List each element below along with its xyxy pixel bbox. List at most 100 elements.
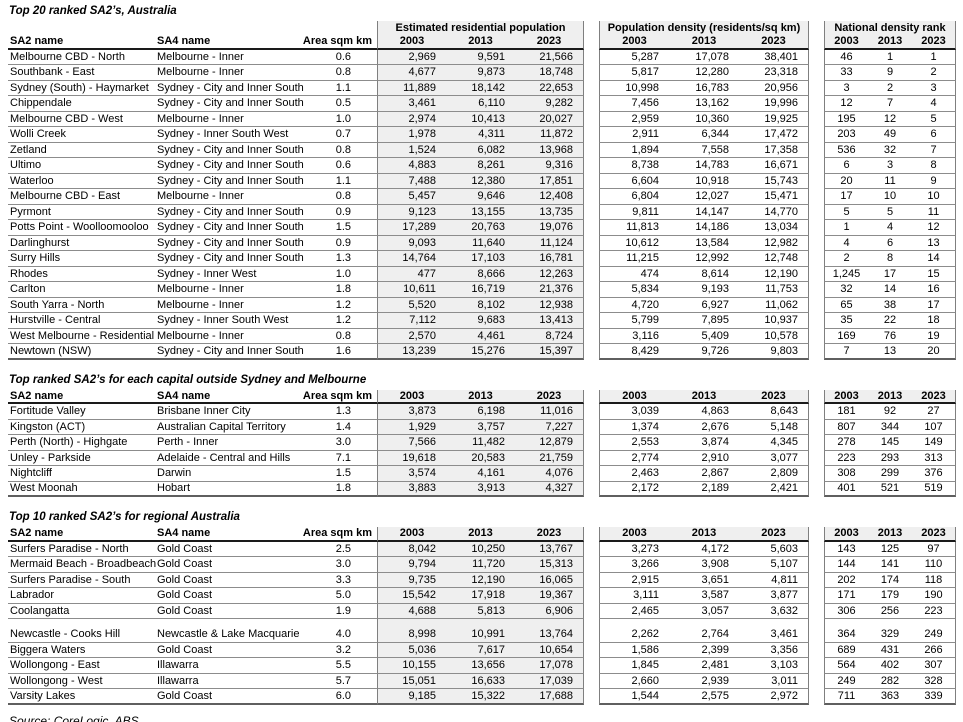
col-header-year-2003: 2003 bbox=[599, 35, 669, 50]
cell-population-2003: 17,289 bbox=[377, 220, 446, 236]
col-header-area: Area sqm km bbox=[303, 390, 377, 404]
cell-density-2023: 3,356 bbox=[739, 642, 809, 658]
cell-sa2-name: Wollongong - East bbox=[8, 658, 155, 674]
cell-rank-2013: 11 bbox=[868, 174, 912, 189]
cell-rank-2003: 169 bbox=[824, 328, 868, 344]
table-row: Coolangatta Gold Coast 1.9 4,688 5,813 6,906 2… bbox=[8, 603, 956, 619]
cell-sa4-name: Perth - Inner bbox=[155, 435, 305, 451]
spacer bbox=[8, 619, 377, 627]
cell-population-2013: 10,250 bbox=[446, 541, 515, 557]
cell-rank-2003: 202 bbox=[824, 572, 868, 588]
col-header-year-2023: 2023 bbox=[912, 527, 956, 542]
table-row: Surfers Paradise - South Gold Coast 3.3 9,7… bbox=[8, 572, 956, 588]
cell-density-2023: 5,603 bbox=[739, 541, 809, 557]
col-header-year-2023: 2023 bbox=[515, 389, 584, 404]
cell-density-2023: 3,011 bbox=[739, 673, 809, 689]
cell-population-2003: 14,764 bbox=[377, 251, 446, 267]
cell-population-2023: 16,781 bbox=[515, 251, 584, 267]
cell-density-2013: 12,280 bbox=[669, 65, 739, 81]
cell-population-2003: 1,929 bbox=[377, 419, 446, 435]
spacer bbox=[809, 658, 824, 674]
spacer bbox=[809, 643, 824, 659]
spacer bbox=[809, 527, 824, 542]
cell-sa2-name: Labrador bbox=[8, 588, 155, 604]
cell-population-2013: 10,991 bbox=[446, 627, 515, 643]
cell-rank-2023: 149 bbox=[912, 435, 956, 451]
table-row: Varsity Lakes Gold Coast 6.0 9,185 15,322 17,… bbox=[8, 689, 956, 705]
cell-population-2023: 20,027 bbox=[515, 111, 584, 127]
cell-density-2003: 10,612 bbox=[599, 235, 669, 251]
cell-rank-2003: 278 bbox=[824, 435, 868, 451]
cell-population-2013: 15,276 bbox=[446, 344, 515, 360]
cell-population-2023: 17,039 bbox=[515, 673, 584, 689]
cell-density-2023: 2,972 bbox=[739, 689, 809, 705]
spacer bbox=[584, 435, 599, 451]
cell-density-2013: 9,193 bbox=[669, 282, 739, 298]
cell-density-2013: 2,575 bbox=[669, 689, 739, 705]
cell-rank-2023: 19 bbox=[912, 328, 956, 344]
cell-area: 0.9 bbox=[305, 205, 377, 220]
cell-population-2013: 12,380 bbox=[446, 173, 515, 189]
cell-rank-2013: 282 bbox=[868, 674, 912, 689]
cell-population-2003: 5,520 bbox=[377, 297, 446, 313]
cell-area: 5.7 bbox=[305, 674, 377, 689]
cell-density-2023: 15,743 bbox=[739, 173, 809, 189]
table-row: West Melbourne - Residential Melbourne - … bbox=[8, 328, 956, 344]
spacer bbox=[584, 588, 599, 604]
cell-density-2023: 38,401 bbox=[739, 49, 809, 65]
cell-density-2013: 4,172 bbox=[669, 542, 739, 557]
cell-population-2003: 13,239 bbox=[377, 344, 446, 360]
cell-area: 1.0 bbox=[305, 267, 377, 282]
cell-density-2003: 10,998 bbox=[599, 80, 669, 96]
cell-density-2013: 4,863 bbox=[669, 404, 739, 420]
cell-rank-2003: 203 bbox=[824, 127, 868, 143]
cell-density-2003: 1,544 bbox=[599, 689, 669, 705]
spacer bbox=[809, 112, 824, 128]
cell-density-2013: 2,867 bbox=[669, 466, 739, 482]
spacer bbox=[8, 21, 377, 35]
cell-population-2003: 8,998 bbox=[377, 627, 446, 643]
spacer bbox=[809, 251, 824, 267]
group-title-population: Estimated residential population bbox=[377, 21, 584, 35]
cell-sa2-name: Varsity Lakes bbox=[8, 689, 155, 705]
cell-density-2003: 1,374 bbox=[599, 419, 669, 435]
cell-rank-2003: 1 bbox=[824, 220, 868, 236]
cell-density-2003: 2,463 bbox=[599, 466, 669, 482]
cell-sa2-name: West Melbourne - Residential bbox=[8, 329, 155, 344]
cell-sa4-name: Sydney - City and Inner South bbox=[155, 96, 305, 112]
cell-sa4-name: Gold Coast bbox=[155, 588, 305, 604]
cell-sa4-name: Melbourne - Inner bbox=[155, 65, 305, 81]
cell-population-2003: 9,735 bbox=[377, 572, 446, 588]
col-header-year-2013: 2013 bbox=[446, 527, 515, 542]
cell-density-2023: 4,345 bbox=[739, 435, 809, 451]
cell-density-2023: 12,190 bbox=[739, 266, 809, 282]
cell-sa4-name: Gold Coast bbox=[155, 604, 305, 619]
cell-density-2013: 10,360 bbox=[669, 112, 739, 127]
cell-density-2023: 5,148 bbox=[739, 419, 809, 435]
cell-rank-2023: 376 bbox=[912, 466, 956, 482]
spacer bbox=[809, 205, 824, 221]
spacer bbox=[584, 619, 599, 627]
cell-density-2013: 3,874 bbox=[669, 435, 739, 451]
table-row: Perth (North) - Highgate Perth - Inner 3.0… bbox=[8, 435, 956, 451]
col-header-area: Area sqm km bbox=[303, 35, 377, 50]
cell-rank-2023: 5 bbox=[912, 111, 956, 127]
cell-density-2023: 11,062 bbox=[739, 297, 809, 313]
cell-rank-2023: 266 bbox=[912, 642, 956, 658]
cell-density-2023: 3,632 bbox=[739, 603, 809, 619]
cell-population-2023: 13,767 bbox=[515, 541, 584, 557]
spacer bbox=[584, 35, 599, 50]
column-header-row: SA2 name SA4 name Area sqm km 2003 2013 2023 2… bbox=[8, 527, 956, 542]
cell-density-2023: 5,107 bbox=[739, 557, 809, 573]
cell-area: 1.4 bbox=[305, 420, 377, 435]
table-row: Biggera Waters Gold Coast 3.2 5,036 7,617 10,… bbox=[8, 642, 956, 659]
cell-density-2013: 7,895 bbox=[669, 313, 739, 329]
cell-population-2003: 2,969 bbox=[377, 49, 446, 65]
table-row: Labrador Gold Coast 5.0 15,542 17,918 19,367 3… bbox=[8, 588, 956, 604]
cell-rank-2023: 4 bbox=[912, 96, 956, 112]
cell-sa4-name: Sydney - City and Inner South bbox=[155, 220, 305, 236]
cell-density-2003: 8,429 bbox=[599, 344, 669, 360]
cell-density-2023: 10,937 bbox=[739, 313, 809, 329]
table-row: Sydney (South) - Haymarket Sydney - City … bbox=[8, 80, 956, 96]
